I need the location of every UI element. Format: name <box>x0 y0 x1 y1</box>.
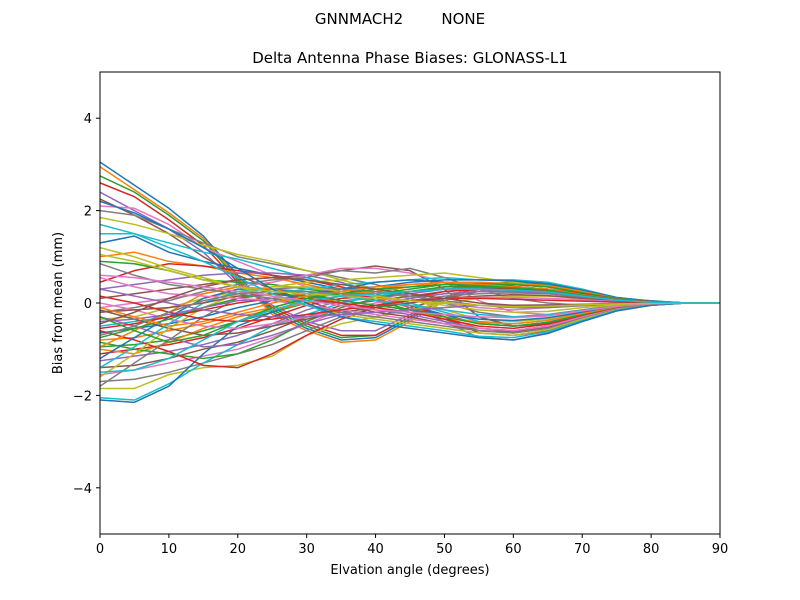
series-line <box>100 282 720 348</box>
series-line <box>100 288 720 374</box>
y-axis-label: Bias from mean (mm) <box>51 232 66 374</box>
series-line <box>100 253 720 308</box>
x-tick-label: 40 <box>367 542 384 557</box>
y-tick-label: 2 <box>84 205 92 220</box>
series-group <box>100 161 720 404</box>
x-tick-label: 60 <box>505 542 522 557</box>
x-tick-label: 50 <box>436 542 453 557</box>
series-line <box>100 200 720 341</box>
x-tick-label: 70 <box>574 542 591 557</box>
x-tick-label: 10 <box>161 542 178 557</box>
y-axis: −4 −2 0 2 4 <box>73 112 100 497</box>
y-tick-label: −2 <box>73 389 92 404</box>
chart-title: Delta Antenna Phase Biases: GLONASS-L1 <box>252 49 568 67</box>
y-tick-label: 4 <box>84 112 92 127</box>
x-tick-label: 30 <box>298 542 315 557</box>
x-axis-label: Elvation angle (degrees) <box>330 563 489 578</box>
x-axis: 0 10 20 30 40 50 60 70 80 90 <box>96 534 728 557</box>
y-tick-label: −4 <box>73 482 92 497</box>
series-line <box>100 274 720 319</box>
x-tick-label: 20 <box>230 542 247 557</box>
x-tick-label: 80 <box>643 542 660 557</box>
figure-suptitle: GNNMACH2 NONE <box>315 10 485 28</box>
x-tick-label: 0 <box>96 542 104 557</box>
y-tick-label: 0 <box>84 297 92 312</box>
x-tick-label: 90 <box>712 542 729 557</box>
